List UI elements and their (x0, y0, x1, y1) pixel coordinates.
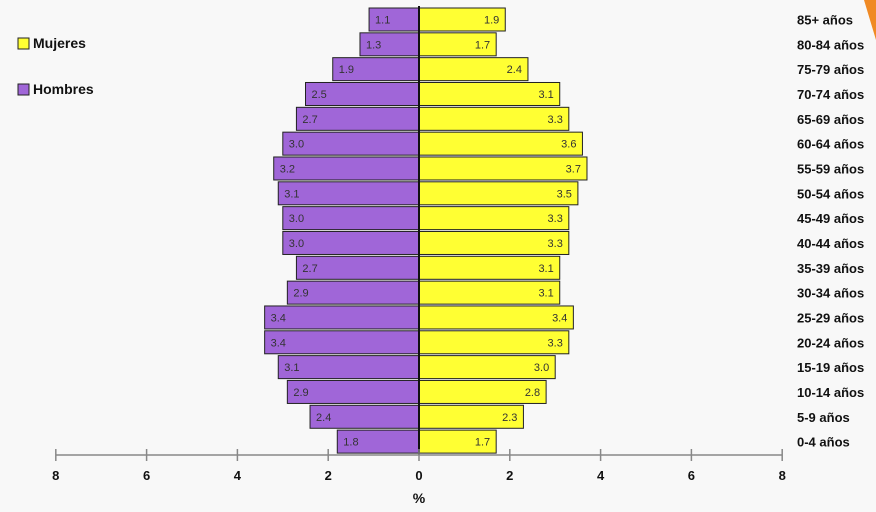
legend: Mujeres Hombres (17, 35, 94, 97)
bar-mujeres-60-64-a-os (418, 131, 583, 156)
data-label-mujeres-30-34-a-os: 3.1 (538, 288, 553, 300)
bar-hombres-25-29-a-os (264, 305, 420, 330)
age-label-75-79-a-os: 75-79 años (797, 62, 864, 77)
data-label-mujeres-25-29-a-os: 3.4 (552, 312, 567, 324)
bar-hombres-20-24-a-os (264, 330, 420, 355)
legend-label-mujeres: Mujeres (33, 35, 86, 51)
legend-label-hombres: Hombres (33, 81, 94, 97)
data-label-hombres-30-34-a-os: 2.9 (293, 288, 308, 300)
data-label-mujeres-20-24-a-os: 3.3 (548, 337, 563, 349)
bar-mujeres-40-44-a-os (418, 230, 570, 255)
age-label-20-24-a-os: 20-24 años (797, 335, 864, 350)
data-label-hombres-15-19-a-os: 3.1 (284, 362, 299, 374)
age-labels-group: 85+ años 80-84 años 75-79 años 70-74 años 65… (797, 13, 864, 450)
x-tick-label: 8 (779, 468, 786, 483)
data-label-hombres-35-39-a-os: 2.7 (302, 263, 317, 275)
age-label-65-69-a-os: 65-69 años (797, 112, 864, 127)
data-label-mujeres-35-39-a-os: 3.1 (538, 263, 553, 275)
data-label-mujeres-0-4-a-os: 1.7 (475, 437, 490, 449)
data-label-mujeres-55-59-a-os: 3.7 (566, 163, 581, 175)
x-axis: 8 6 4 2 0 2 4 6 8 (52, 449, 786, 483)
bar-mujeres-65-69-a-os (418, 106, 570, 131)
x-tick-label: 4 (597, 468, 605, 483)
data-label-mujeres-65-69-a-os: 3.3 (548, 114, 563, 126)
x-tick-label: 2 (506, 468, 513, 483)
bar-mujeres-55-59-a-os (418, 156, 588, 181)
data-label-hombres-0-4-a-os: 1.8 (343, 437, 358, 449)
age-label-0-4-a-os: 0-4 años (797, 435, 850, 450)
x-tick-label: 6 (688, 468, 695, 483)
age-label-30-34-a-os: 30-34 años (797, 286, 864, 301)
data-label-mujeres-50-54-a-os: 3.5 (557, 188, 572, 200)
data-label-hombres-65-69-a-os: 2.7 (302, 114, 317, 126)
data-label-hombres-70-74-a-os: 2.5 (312, 89, 327, 101)
data-label-mujeres-60-64-a-os: 3.6 (561, 139, 576, 151)
data-label-mujeres-40-44-a-os: 3.3 (548, 238, 563, 250)
bar-mujeres-45-49-a-os (418, 206, 570, 231)
data-label-hombres-25-29-a-os: 3.4 (271, 312, 286, 324)
data-label-hombres-50-54-a-os: 3.1 (284, 188, 299, 200)
age-label-10-14-a-os: 10-14 años (797, 385, 864, 400)
age-label-15-19-a-os: 15-19 años (797, 360, 864, 375)
data-label-hombres-5-9-a-os: 2.4 (316, 412, 331, 424)
data-label-hombres-55-59-a-os: 3.2 (280, 163, 295, 175)
age-label-70-74-a-os: 70-74 años (797, 87, 864, 102)
bar-mujeres-25-29-a-os (418, 305, 574, 330)
age-label-45-49-a-os: 45-49 años (797, 211, 864, 226)
legend-swatch-hombres (17, 83, 30, 96)
data-label-mujeres-75-79-a-os: 2.4 (507, 64, 522, 76)
data-label-mujeres-85+-a-os: 1.9 (484, 15, 499, 27)
data-label-mujeres-10-14-a-os: 2.8 (525, 387, 540, 399)
age-label-80-84-a-os: 80-84 años (797, 37, 864, 52)
data-label-hombres-80-84-a-os: 1.3 (366, 39, 381, 51)
age-label-55-59-a-os: 55-59 años (797, 161, 864, 176)
age-label-40-44-a-os: 40-44 años (797, 236, 864, 251)
legend-swatch-mujeres (17, 37, 30, 50)
age-label-35-39-a-os: 35-39 años (797, 261, 864, 276)
x-tick-label: 2 (325, 468, 332, 483)
x-axis-title: % (413, 490, 426, 506)
corner-accent (864, 0, 876, 40)
x-tick-label: 0 (415, 468, 422, 483)
data-label-mujeres-5-9-a-os: 2.3 (502, 412, 517, 424)
bar-mujeres-50-54-a-os (418, 181, 579, 206)
data-label-mujeres-70-74-a-os: 3.1 (538, 89, 553, 101)
bars-group: 1.1 1.9 1.3 1.7 1.9 2.4 2.5 3.1 2.7 3.3 3.0 3.6 3.2 3… (264, 7, 588, 454)
x-tick-label: 6 (143, 468, 150, 483)
data-label-hombres-45-49-a-os: 3.0 (289, 213, 304, 225)
age-label-50-54-a-os: 50-54 años (797, 186, 864, 201)
bar-mujeres-20-24-a-os (418, 330, 570, 355)
data-label-hombres-40-44-a-os: 3.0 (289, 238, 304, 250)
age-label-60-64-a-os: 60-64 años (797, 137, 864, 152)
data-label-hombres-20-24-a-os: 3.4 (271, 337, 286, 349)
data-label-hombres-60-64-a-os: 3.0 (289, 139, 304, 151)
data-label-mujeres-45-49-a-os: 3.3 (548, 213, 563, 225)
bar-hombres-55-59-a-os (273, 156, 420, 181)
data-label-mujeres-80-84-a-os: 1.7 (475, 39, 490, 51)
data-label-hombres-10-14-a-os: 2.9 (293, 387, 308, 399)
age-label-25-29-a-os: 25-29 años (797, 310, 864, 325)
age-label-85+-a-os: 85+ años (797, 13, 853, 28)
x-tick-label: 8 (52, 468, 59, 483)
age-label-5-9-a-os: 5-9 años (797, 410, 850, 425)
data-label-hombres-75-79-a-os: 1.9 (339, 64, 354, 76)
data-label-hombres-85+-a-os: 1.1 (375, 15, 390, 27)
data-label-mujeres-15-19-a-os: 3.0 (534, 362, 549, 374)
x-tick-label: 4 (234, 468, 242, 483)
